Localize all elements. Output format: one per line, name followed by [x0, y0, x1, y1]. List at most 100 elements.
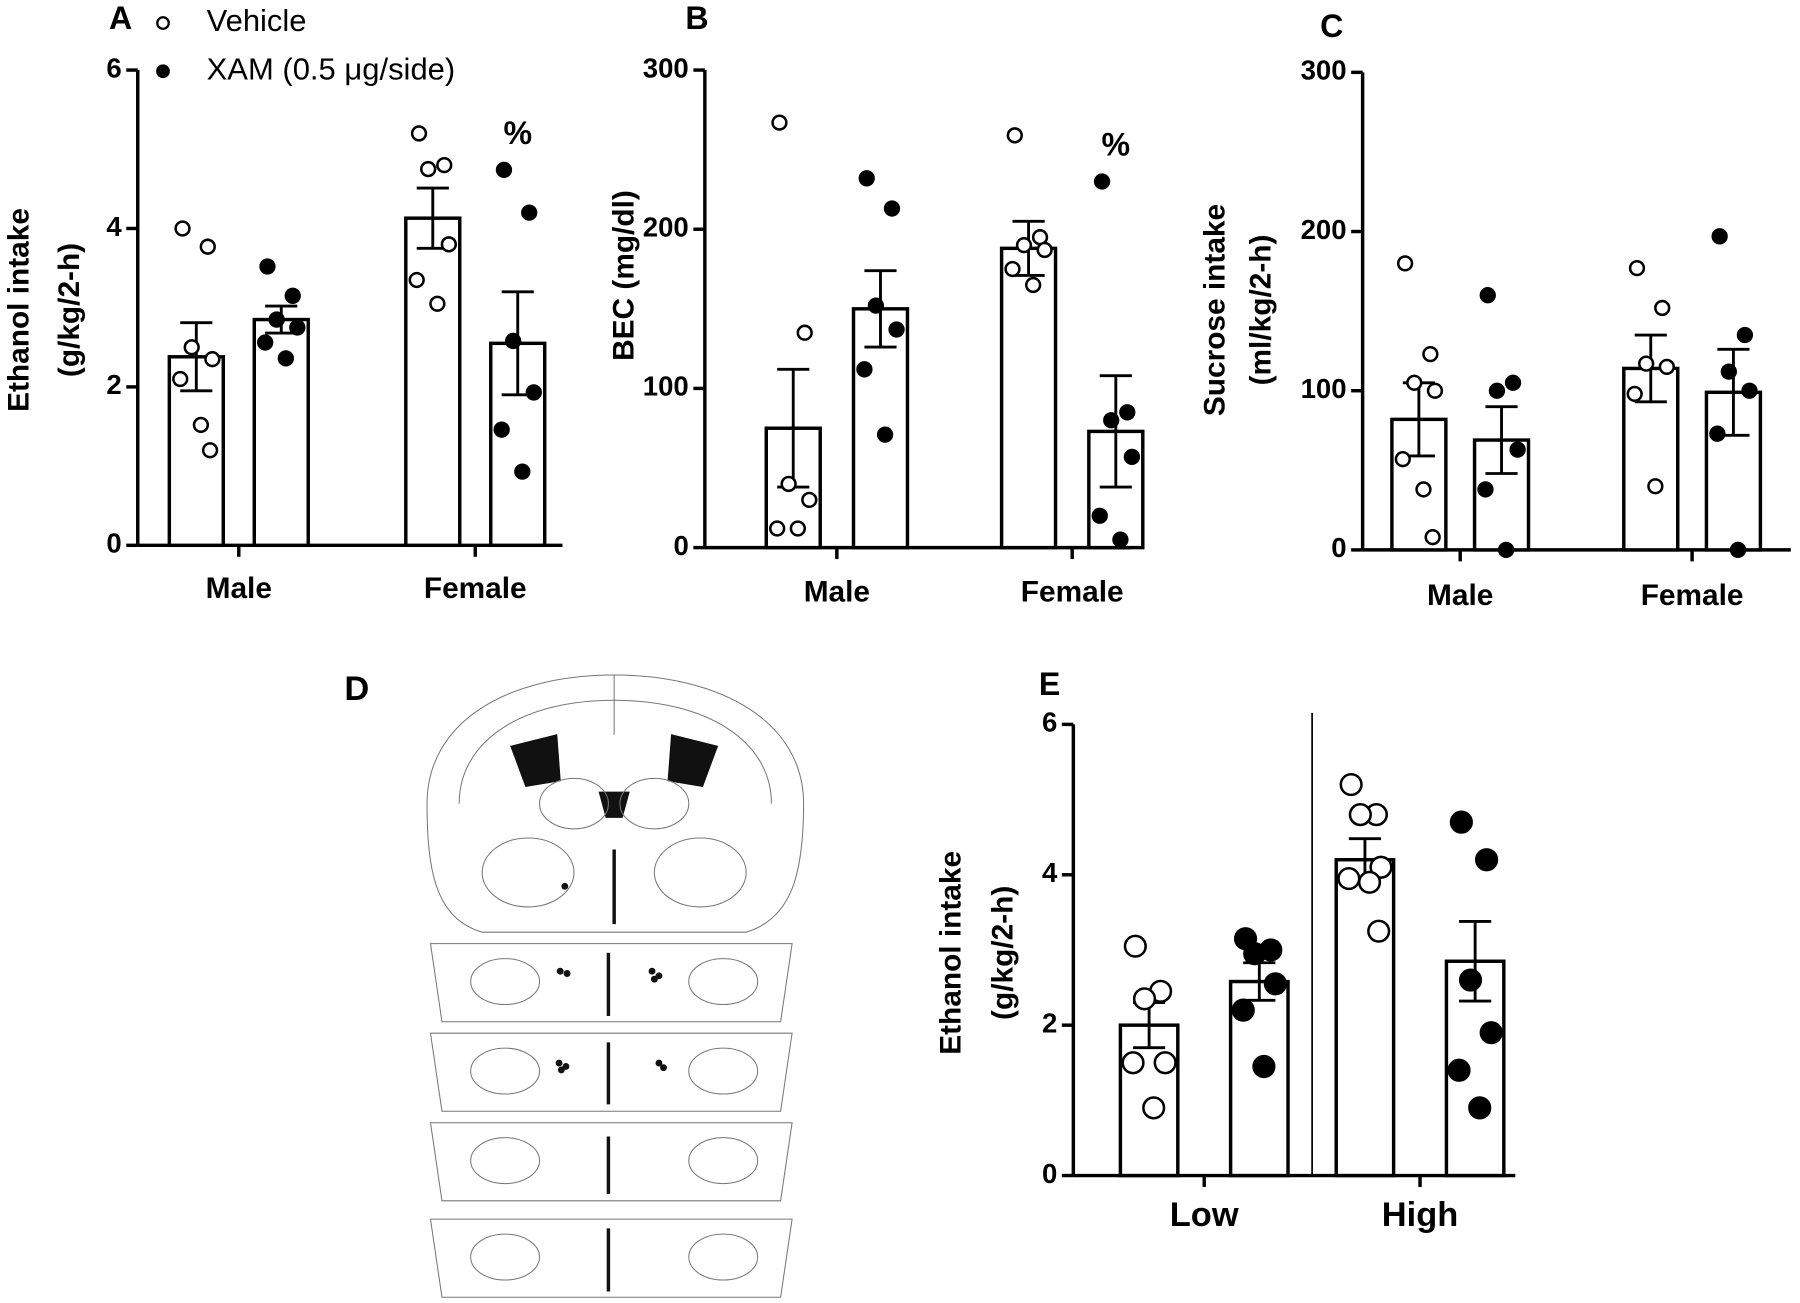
panel-label: A [109, 0, 132, 36]
y-axis-label: (ml/kg/2-h) [1245, 235, 1278, 386]
data-point [1426, 382, 1444, 399]
data-point [1015, 237, 1033, 254]
data-point [789, 520, 806, 537]
x-tick-label: Female [1641, 579, 1744, 612]
data-point [1720, 363, 1737, 380]
data-point [1458, 968, 1483, 992]
data-point [1123, 934, 1147, 958]
data-point [440, 236, 458, 253]
data-point [1415, 481, 1432, 498]
data-point [289, 319, 306, 336]
data-point [259, 258, 276, 275]
y-axis-label: Sucrose intake [1199, 204, 1232, 416]
data-point [1509, 441, 1526, 458]
data-point [1736, 326, 1754, 344]
data-point [1729, 541, 1747, 559]
y-tick-label: 2 [106, 369, 121, 400]
y-tick-label: 0 [1042, 1158, 1057, 1189]
annotation: % [1102, 127, 1131, 163]
data-point [1025, 276, 1042, 294]
data-point [277, 350, 294, 367]
y-axis-label: Ethanol intake [3, 208, 36, 412]
data-point [1103, 412, 1120, 429]
data-point [174, 220, 191, 237]
data-point [1488, 382, 1506, 399]
brain-diagram [426, 674, 805, 1298]
x-tick-label: Low [1170, 1196, 1239, 1234]
data-point [1121, 1051, 1145, 1075]
x-tick-label: High [1382, 1196, 1458, 1234]
data-point [1153, 1051, 1177, 1075]
y-axis-label: BEC (mg/dl) [608, 190, 641, 361]
legend-marker [156, 64, 170, 79]
data-point [410, 125, 428, 142]
x-tick-label: Male [804, 575, 870, 608]
data-point [1475, 848, 1499, 872]
data-point [1741, 382, 1758, 399]
data-point [199, 238, 216, 255]
y-tick-label: 0 [673, 530, 688, 561]
data-point [284, 287, 301, 304]
panel-label: E [1039, 666, 1060, 702]
data-point [1394, 451, 1411, 468]
data-point [769, 520, 786, 537]
y-tick-label: 6 [1042, 707, 1057, 738]
y-tick-label: 100 [1301, 373, 1347, 404]
data-point [1123, 448, 1141, 466]
x-tick-label: Female [424, 572, 527, 605]
data-point [1468, 1096, 1492, 1120]
data-point [1709, 425, 1726, 442]
data-point [856, 361, 873, 378]
data-point [1369, 855, 1393, 879]
data-point [436, 156, 453, 174]
error-bar [1099, 374, 1132, 489]
data-point [1339, 772, 1363, 797]
data-point [1112, 531, 1129, 548]
x-tick-label: Female [1021, 575, 1124, 608]
error-bar [180, 321, 213, 393]
data-point [1243, 942, 1267, 966]
y-tick-label: 200 [1301, 214, 1347, 245]
bar [1334, 858, 1396, 1178]
data-point [201, 442, 219, 459]
data-point [1093, 173, 1111, 190]
data-point [192, 416, 210, 434]
y-tick-label: 0 [106, 528, 121, 559]
data-point [1497, 541, 1515, 559]
data-point [1449, 810, 1473, 834]
y-axis-label: Ethanol intake [935, 851, 968, 1055]
data-point [1424, 529, 1441, 546]
error-bar [1485, 405, 1518, 475]
data-point [1638, 355, 1655, 372]
data-point [408, 271, 425, 289]
data-point [1626, 385, 1643, 403]
panel-label: C [1320, 8, 1343, 44]
data-point [1036, 241, 1053, 259]
y-tick-label: 100 [643, 371, 689, 402]
data-point [1447, 1058, 1471, 1082]
data-point [1119, 404, 1136, 421]
data-point [1396, 255, 1414, 272]
data-point [257, 334, 274, 351]
data-point [1006, 127, 1023, 144]
data-point [876, 426, 894, 443]
data-point [1337, 866, 1361, 891]
y-tick-label: 4 [106, 211, 122, 242]
panel-label: D [344, 670, 369, 708]
data-point [771, 114, 788, 131]
y-tick-label: 200 [643, 212, 689, 243]
data-point [1504, 374, 1522, 391]
data-point [1091, 507, 1108, 524]
data-point [1479, 287, 1496, 304]
data-point [858, 170, 875, 187]
data-point [1263, 972, 1287, 996]
bar [999, 246, 1058, 550]
legend-marker [156, 16, 170, 30]
data-point [1231, 998, 1255, 1022]
data-point [521, 204, 538, 221]
data-point [183, 339, 200, 356]
panel-label: B [685, 0, 708, 36]
data-point [867, 297, 885, 314]
x-tick-label: Male [206, 572, 272, 605]
data-point [504, 332, 522, 350]
